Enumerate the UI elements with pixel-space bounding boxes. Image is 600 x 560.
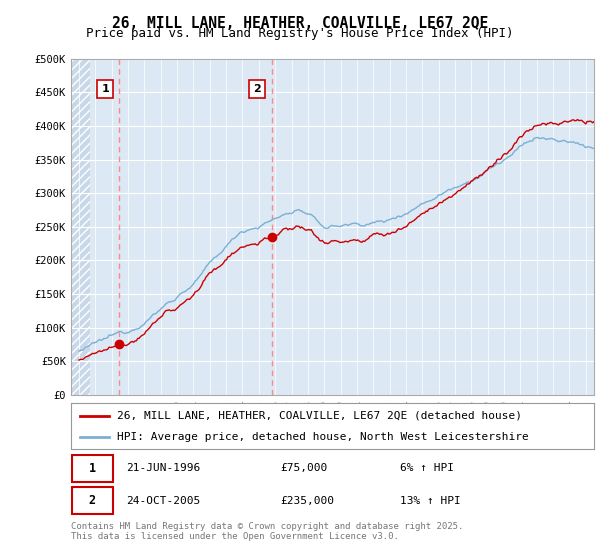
Bar bbox=[71, 59, 91, 395]
Text: Price paid vs. HM Land Registry's House Price Index (HPI): Price paid vs. HM Land Registry's House … bbox=[86, 27, 514, 40]
Text: 1: 1 bbox=[89, 462, 96, 475]
Text: 6% ↑ HPI: 6% ↑ HPI bbox=[400, 464, 454, 473]
FancyBboxPatch shape bbox=[72, 487, 113, 514]
Text: 2: 2 bbox=[89, 494, 96, 507]
FancyBboxPatch shape bbox=[72, 455, 113, 482]
Text: 13% ↑ HPI: 13% ↑ HPI bbox=[400, 496, 461, 506]
Text: HPI: Average price, detached house, North West Leicestershire: HPI: Average price, detached house, Nort… bbox=[117, 432, 529, 442]
Text: 1: 1 bbox=[101, 84, 109, 94]
Text: £235,000: £235,000 bbox=[280, 496, 334, 506]
Text: 26, MILL LANE, HEATHER, COALVILLE, LE67 2QE: 26, MILL LANE, HEATHER, COALVILLE, LE67 … bbox=[112, 16, 488, 31]
Text: 2: 2 bbox=[253, 84, 261, 94]
Text: Contains HM Land Registry data © Crown copyright and database right 2025.
This d: Contains HM Land Registry data © Crown c… bbox=[71, 522, 463, 542]
Text: £75,000: £75,000 bbox=[280, 464, 328, 473]
Text: 21-JUN-1996: 21-JUN-1996 bbox=[126, 464, 200, 473]
Text: 26, MILL LANE, HEATHER, COALVILLE, LE67 2QE (detached house): 26, MILL LANE, HEATHER, COALVILLE, LE67 … bbox=[117, 410, 522, 421]
Text: 24-OCT-2005: 24-OCT-2005 bbox=[126, 496, 200, 506]
